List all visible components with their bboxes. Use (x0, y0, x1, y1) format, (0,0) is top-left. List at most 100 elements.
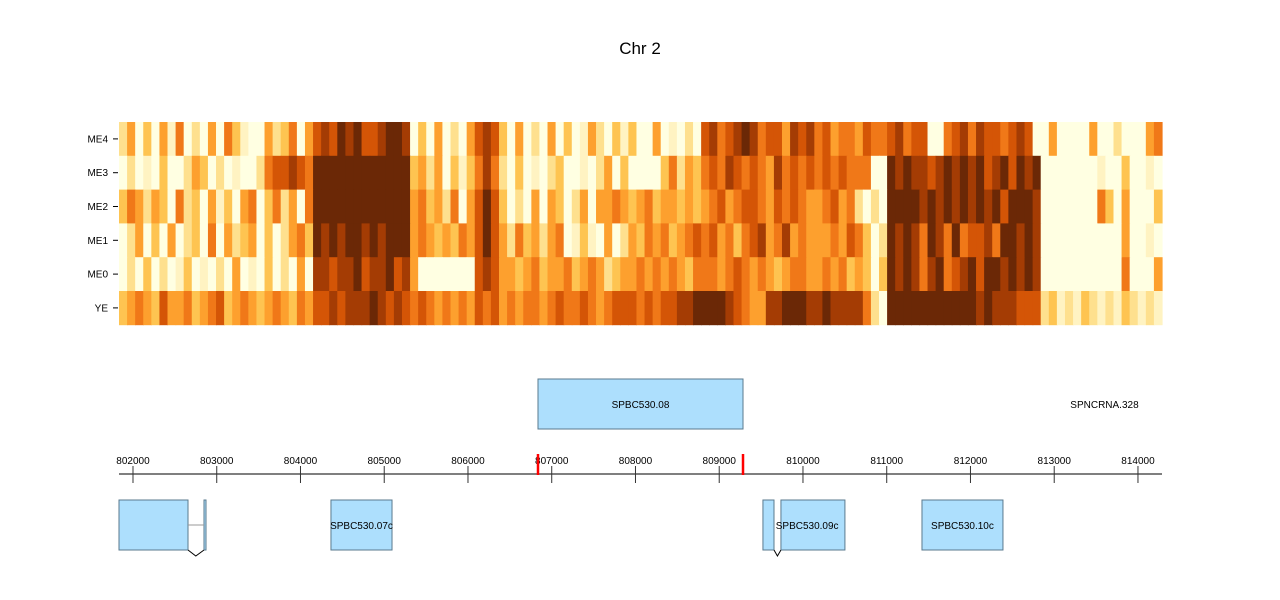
heatmap-cell (1129, 122, 1139, 157)
heatmap-cell (854, 189, 864, 224)
heatmap-cell (870, 257, 880, 292)
heatmap-cell (515, 257, 524, 292)
heatmap-cell (806, 257, 815, 292)
heatmap-cell (143, 122, 152, 157)
heatmap-cell (248, 291, 258, 326)
heatmap-cell (587, 122, 597, 157)
heatmap-cell (887, 291, 896, 326)
heatmap-cell (264, 257, 274, 292)
heatmap-cell (1016, 189, 1026, 224)
heatmap-cell (1105, 223, 1115, 258)
axis-tick-label: 811000 (870, 456, 903, 467)
heatmap-cell (1040, 223, 1050, 258)
heatmap-cell (377, 257, 387, 292)
heatmap-cell (660, 223, 670, 258)
heatmap-cell (668, 122, 678, 157)
heatmap-cell (1089, 189, 1098, 224)
heatmap-cell (224, 122, 233, 157)
heatmap-cell (353, 291, 363, 326)
row-label: ME3 (87, 168, 108, 179)
heatmap-cell (976, 189, 985, 224)
heatmap-cell (660, 122, 670, 157)
heatmap-cell (329, 257, 338, 292)
heatmap-cell (434, 189, 444, 224)
heatmap-cell (321, 257, 330, 292)
heatmap-cell (240, 155, 249, 190)
heatmap-cell (668, 155, 678, 190)
heatmap-cell (1048, 223, 1058, 258)
heatmap-cell (474, 291, 484, 326)
heatmap-cell (232, 223, 241, 258)
heatmap-cell (264, 122, 274, 157)
heatmap-cell (579, 189, 589, 224)
heatmap-cell (1145, 189, 1155, 224)
heatmap-cell (1032, 257, 1042, 292)
heatmap-cell (159, 291, 169, 326)
heatmap-cell (660, 291, 670, 326)
heatmap-cell (490, 223, 500, 258)
heatmap-cell (1097, 291, 1107, 326)
heatmap-cell (709, 122, 718, 157)
heatmap-cell (644, 223, 654, 258)
heatmap-cell (482, 291, 492, 326)
heatmap-cell (119, 189, 128, 224)
gene-box (762, 499, 775, 551)
heatmap-cell (1105, 257, 1115, 292)
heatmap-cell (967, 155, 977, 190)
heatmap-cell (248, 122, 258, 157)
heatmap-cell (717, 122, 726, 157)
heatmap-cell (935, 291, 945, 326)
heatmap-cell (620, 257, 629, 292)
axis-tick-label: 804000 (284, 456, 318, 467)
heatmap-cell (1081, 257, 1090, 292)
heatmap-cell (288, 291, 298, 326)
heatmap-cell (466, 122, 476, 157)
heatmap-cell (555, 189, 565, 224)
heatmap-cell (749, 257, 759, 292)
heatmap-cell (135, 291, 144, 326)
heatmap-cell (1008, 223, 1018, 258)
heatmap-cell (628, 189, 638, 224)
heatmap-cell (555, 223, 565, 258)
heatmap-cell (450, 155, 460, 190)
heatmap-cell (1089, 122, 1098, 157)
heatmap-cell (329, 122, 338, 157)
heatmap-cell (838, 291, 848, 326)
heatmap-cell (361, 122, 371, 157)
heatmap-cell (256, 122, 266, 157)
gene-box (921, 499, 1004, 551)
heatmap-cell (1145, 223, 1155, 258)
heatmap-cell (652, 291, 662, 326)
heatmap-cell (790, 223, 799, 258)
heatmap-cell (1040, 189, 1050, 224)
gene-label: SPBC530.07c (330, 521, 393, 532)
heatmap-cell (903, 291, 912, 326)
heatmap-cell (1032, 223, 1042, 258)
heatmap-cell (385, 223, 395, 258)
heatmap-cell (1056, 291, 1066, 326)
heatmap-cell (256, 257, 266, 292)
heatmap-cell (579, 122, 589, 157)
heatmap-cell (321, 189, 330, 224)
heatmap-cell (741, 122, 751, 157)
heatmap-cell (830, 291, 840, 326)
heatmap-cell (846, 155, 856, 190)
heatmap-cell (903, 189, 912, 224)
heatmap-cell (854, 257, 864, 292)
heatmap-cell (911, 122, 921, 157)
heatmap-cell (280, 291, 290, 326)
heatmap-cell (401, 291, 411, 326)
heatmap-cell (1121, 155, 1131, 190)
heatmap-cell (345, 155, 355, 190)
heatmap-cell (693, 155, 702, 190)
heatmap-cell (458, 291, 468, 326)
heatmap-cell (733, 189, 743, 224)
heatmap-cell (1073, 189, 1082, 224)
heatmap-cell (790, 122, 799, 157)
heatmap-cell (159, 155, 169, 190)
row-label: ME2 (87, 202, 108, 213)
heatmap-cell (1073, 223, 1082, 258)
heatmap-cell (596, 223, 605, 258)
heatmap-cell (1064, 122, 1074, 157)
heatmap-cell (1056, 189, 1066, 224)
